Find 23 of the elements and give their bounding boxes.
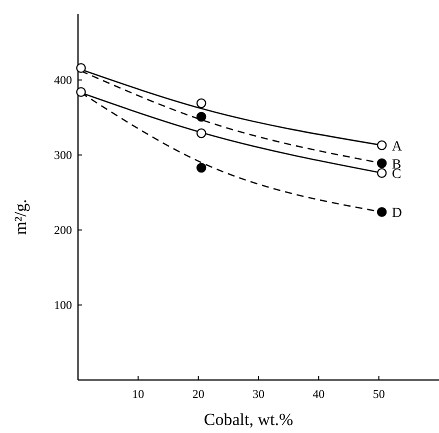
point [196,128,206,138]
point [376,158,387,168]
x-tick-label: 40 [312,387,325,401]
point [196,98,206,108]
x-axis-title: Cobalt, wt.% [204,410,294,429]
x-tick-label: 30 [252,387,264,401]
series-label: D [392,206,402,221]
point [376,140,387,150]
point [76,87,86,97]
y-tick-label: 200 [54,223,72,237]
point [76,63,86,73]
x-tick-label: 50 [372,387,385,401]
y-tick-label: 100 [54,298,72,312]
x-tick-label: 10 [132,387,144,401]
y-tick-label: 300 [54,148,72,162]
point [196,112,206,122]
series-label: A [392,139,403,154]
y-tick-label: 400 [54,73,72,87]
point [376,168,387,178]
y-axis-title: m²/g. [11,199,30,235]
x-tick-label: 20 [192,387,204,401]
point [196,162,206,173]
point [376,207,387,217]
